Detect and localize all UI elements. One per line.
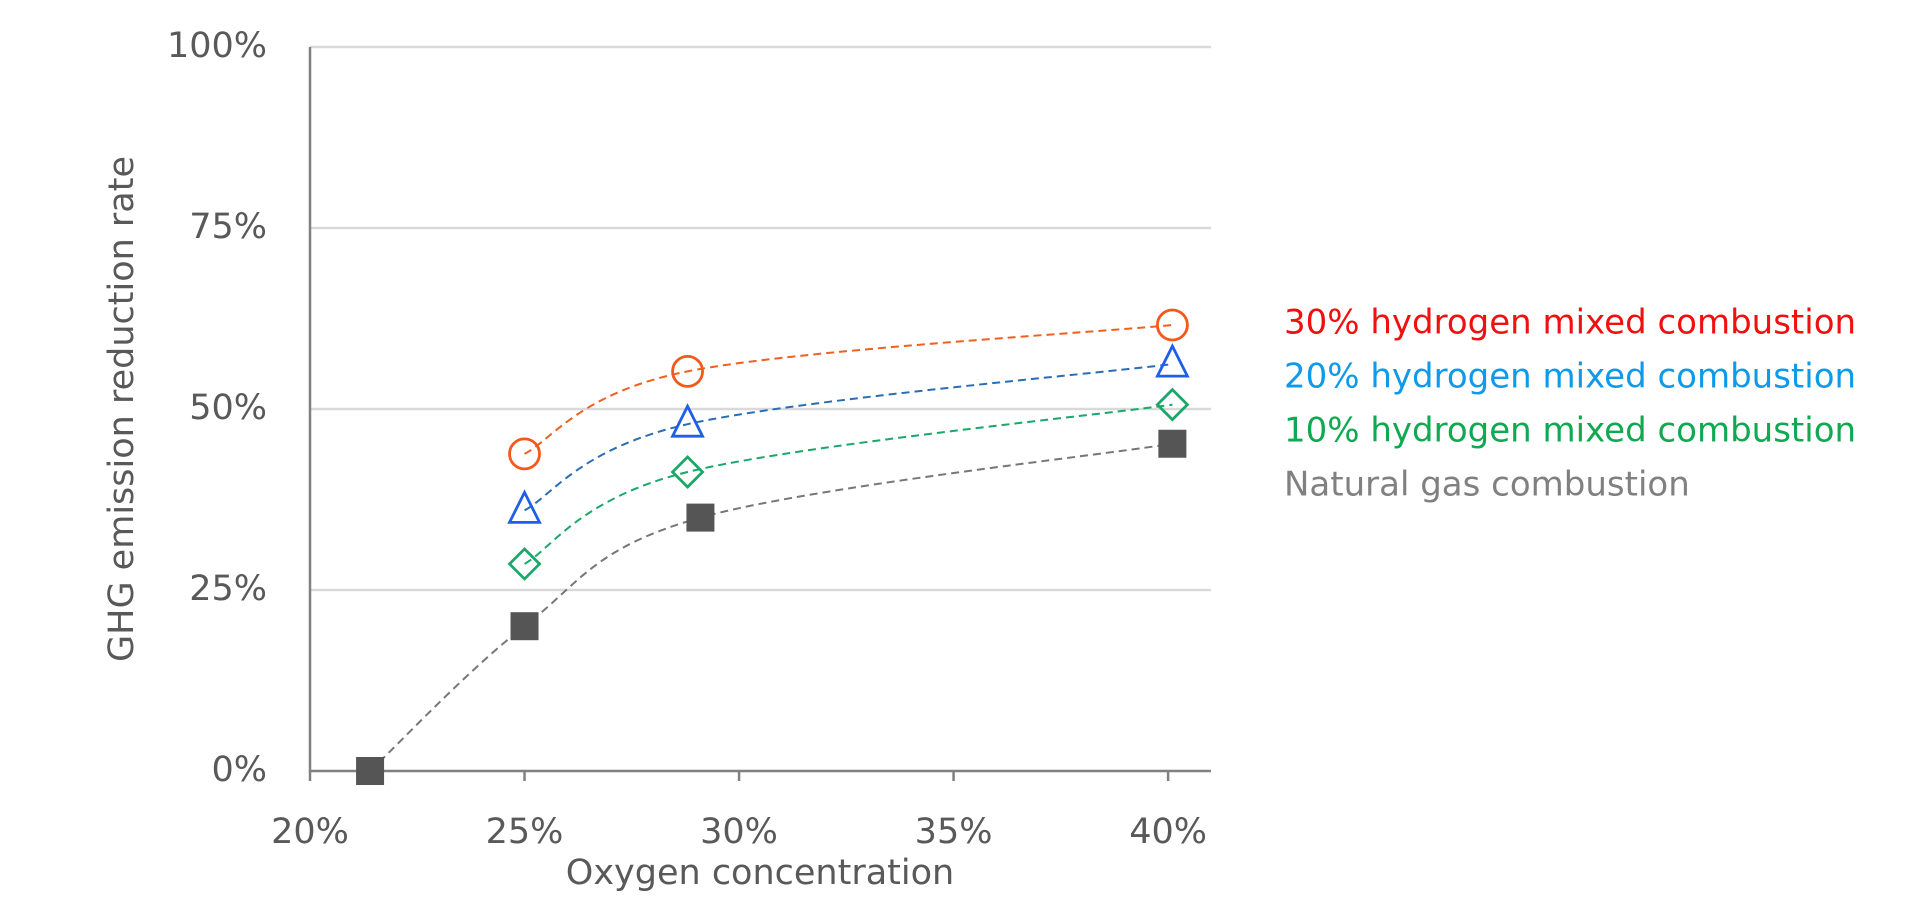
y-tick-label: 100% — [167, 26, 267, 66]
point — [671, 354, 704, 388]
point — [686, 503, 715, 532]
y-tick-label: 25% — [189, 569, 267, 609]
legend-label: 30% hydrogen mixed combustion — [1284, 303, 1856, 343]
legend-label: 20% hydrogen mixed combustion — [1284, 357, 1856, 397]
trend-line — [369, 442, 1173, 772]
y-axis-title: GHG emission reduction rate — [102, 156, 142, 662]
trend-line — [524, 363, 1173, 512]
x-tick-label: 35% — [915, 812, 993, 852]
point — [1155, 387, 1190, 422]
point — [670, 403, 705, 438]
y-tick-label: 0% — [211, 750, 267, 790]
point — [507, 489, 542, 524]
x-tick-label: 25% — [486, 812, 564, 852]
x-tick-label: 20% — [271, 812, 349, 852]
y-tick-label: 50% — [189, 388, 267, 428]
x-tick-label: 40% — [1129, 812, 1207, 852]
point — [1155, 342, 1190, 378]
legend-label: 10% hydrogen mixed combustion — [1284, 411, 1856, 451]
trend-line — [524, 324, 1173, 455]
point — [670, 455, 705, 489]
x-axis-title: Oxygen concentration — [566, 853, 954, 893]
point — [508, 437, 541, 471]
point — [356, 757, 385, 785]
point — [1155, 308, 1189, 342]
trend-line — [524, 403, 1173, 565]
legend-label: Natural gas combustion — [1284, 465, 1690, 505]
point — [507, 546, 542, 581]
point — [510, 612, 539, 641]
y-tick-label: 75% — [189, 207, 267, 247]
x-tick-label: 30% — [700, 812, 778, 852]
point — [1158, 429, 1187, 458]
